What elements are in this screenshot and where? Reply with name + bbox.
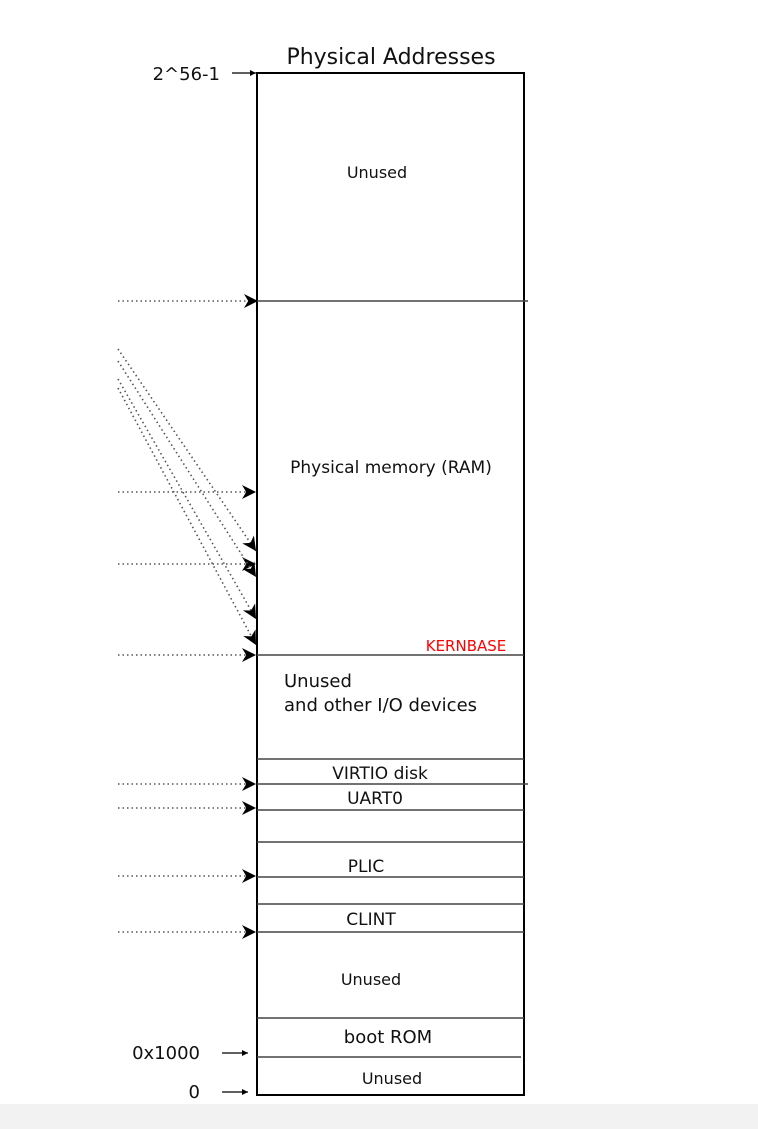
diagonal-arrow-4	[117, 387, 257, 646]
memory-box	[256, 72, 525, 1096]
diagonal-arrow-2	[117, 360, 257, 578]
region-clint: CLINT	[346, 910, 396, 930]
address-top-label: 2^56-1	[153, 64, 220, 85]
bottom-strip	[0, 1104, 758, 1129]
address-zero-label: 0	[189, 1082, 200, 1103]
diagonal-arrow-1	[117, 348, 257, 552]
region-dividers	[257, 300, 528, 1058]
region-ram: Physical memory (RAM)	[290, 458, 492, 478]
region-unused-low: Unused	[341, 970, 401, 989]
region-boot-rom: boot ROM	[344, 1027, 432, 1048]
region-plic: PLIC	[348, 857, 385, 877]
region-virtio: VIRTIO disk	[332, 764, 428, 784]
region-unused-top: Unused	[347, 163, 407, 182]
region-unused-bottom: Unused	[362, 1069, 422, 1088]
address-boot-label: 0x1000	[132, 1043, 200, 1064]
region-io-line2: and other I/O devices	[284, 695, 477, 716]
diagonal-arrow-3	[117, 378, 257, 620]
diagram-title: Physical Addresses	[286, 45, 495, 70]
region-io-line1: Unused	[284, 671, 352, 692]
kernbase-label: KERNBASE	[426, 637, 507, 655]
region-uart: UART0	[347, 789, 403, 809]
